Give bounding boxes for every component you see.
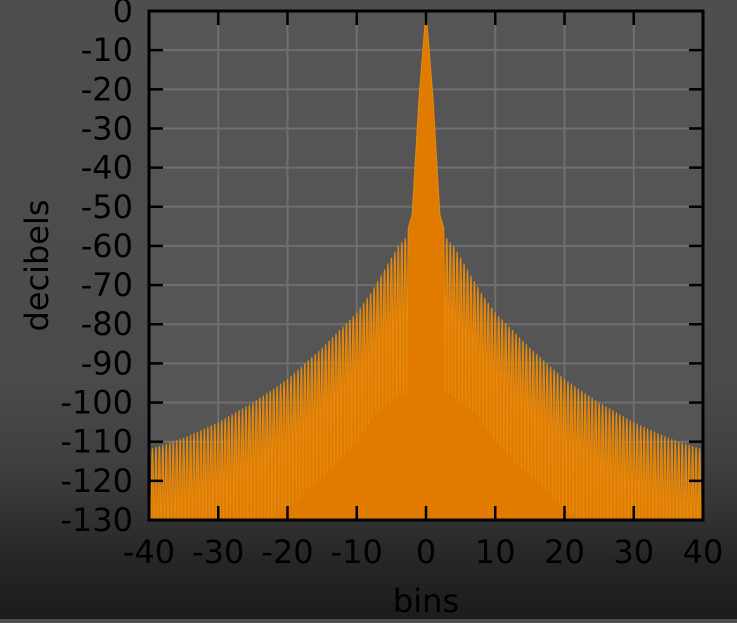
x-tick-labels: -40 -30 -20 -10 0 10 20 30 40 (123, 533, 723, 571)
y-tick-label: -110 (60, 423, 133, 461)
x-tick-label: 30 (613, 533, 654, 571)
y-tick-label: -50 (81, 188, 133, 226)
y-tick-label: 0 (113, 0, 133, 30)
x-tick-label: -40 (123, 533, 175, 571)
x-tick-label: -20 (261, 533, 313, 571)
y-tick-labels: 0-10-20-30-40-50-60-70-80-90-100-110-120… (60, 0, 133, 539)
y-tick-label: -30 (81, 109, 133, 147)
y-tick-label: -60 (81, 227, 133, 265)
x-tick-label: 0 (416, 533, 436, 571)
y-tick-label: -120 (60, 462, 133, 500)
x-tick-label: -30 (192, 533, 244, 571)
x-tick-label: -10 (331, 533, 383, 571)
y-tick-label: -130 (60, 501, 133, 539)
x-tick-label: 40 (683, 533, 724, 571)
y-tick-label: -90 (81, 344, 133, 382)
x-axis-label: bins (393, 582, 459, 619)
y-axis-label: decibels (18, 199, 56, 331)
x-tick-label: 20 (544, 533, 585, 571)
y-tick-label: -20 (81, 70, 133, 108)
x-tick-label: 10 (475, 533, 516, 571)
y-tick-label: -70 (81, 266, 133, 304)
y-tick-label: -40 (81, 149, 133, 187)
y-tick-label: -80 (81, 305, 133, 343)
y-tick-label: -10 (81, 31, 133, 69)
axis-ticks (147, 9, 705, 522)
y-tick-label: -100 (60, 384, 133, 422)
